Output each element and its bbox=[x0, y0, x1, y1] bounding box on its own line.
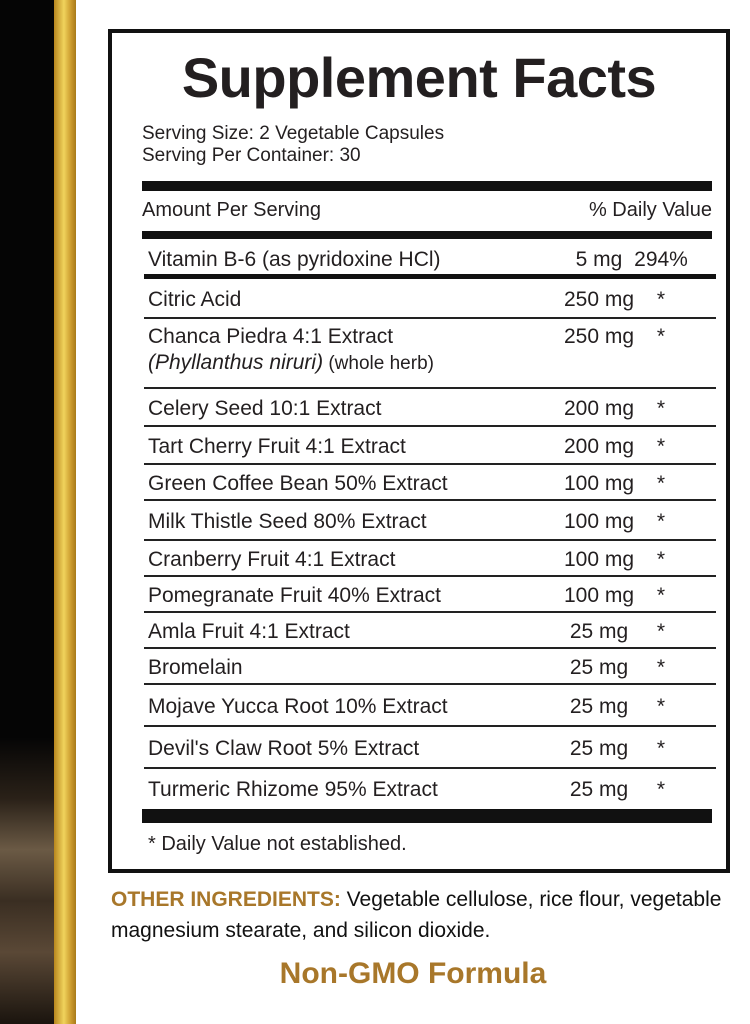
ingredient-amount: 200 mg bbox=[563, 435, 635, 458]
ingredient-row: Turmeric Rhizome 95% Extract 25 mg * bbox=[144, 769, 716, 809]
ingredient-row: Pomegranate Fruit 40% Extract 100 mg * bbox=[144, 577, 716, 613]
ingredient-amount: 100 mg bbox=[563, 584, 635, 607]
ingredient-amount: 100 mg bbox=[563, 472, 635, 495]
ingredient-row: Devil's Claw Root 5% Extract 25 mg * bbox=[144, 727, 716, 769]
panel-title: Supplement Facts bbox=[181, 46, 657, 109]
serving-size: Serving Size: 2 Vegetable Capsules bbox=[142, 123, 445, 144]
ingredient-row: Vitamin B-6 (as pyridoxine HCl) 5 mg 294% bbox=[144, 239, 716, 279]
thick-divider bbox=[142, 181, 712, 191]
ingredient-daily-value: * bbox=[656, 510, 666, 533]
servings-per-container: Serving Per Container: 30 bbox=[142, 145, 361, 166]
amount-per-serving-header: Amount Per Serving bbox=[142, 199, 321, 221]
ingredient-row: Milk Thistle Seed 80% Extract 100 mg * bbox=[144, 501, 716, 541]
ingredient-amount: 25 mg bbox=[569, 778, 629, 801]
other-ingredients: OTHER INGREDIENTS: Vegetable cellulose, … bbox=[111, 884, 750, 946]
ingredient-name: Devil's Claw Root 5% Extract bbox=[148, 737, 420, 760]
ingredient-daily-value: * bbox=[656, 397, 666, 420]
background-black-strip bbox=[0, 0, 54, 1024]
ingredient-row: Mojave Yucca Root 10% Extract 25 mg * bbox=[144, 685, 716, 727]
thick-divider bbox=[142, 809, 712, 823]
ingredient-name: Chanca Piedra 4:1 Extract bbox=[148, 325, 394, 348]
ingredient-row: Chanca Piedra 4:1 Extract 250 mg * (Phyllan… bbox=[144, 319, 716, 389]
ingredient-daily-value: * bbox=[656, 695, 666, 718]
thick-divider bbox=[142, 231, 712, 239]
ingredient-row: Amla Fruit 4:1 Extract 25 mg * bbox=[144, 613, 716, 649]
ingredient-row: Citric Acid 250 mg * bbox=[144, 279, 716, 319]
ingredient-row: Bromelain 25 mg * bbox=[144, 649, 716, 685]
ingredient-name: Pomegranate Fruit 40% Extract bbox=[148, 584, 441, 607]
ingredient-name: Celery Seed 10:1 Extract bbox=[148, 397, 382, 420]
ingredient-amount: 25 mg bbox=[569, 620, 629, 643]
ingredient-source: (Phyllanthus niruri) (whole herb) bbox=[148, 351, 434, 375]
ingredient-daily-value: * bbox=[656, 737, 666, 760]
ingredient-daily-value: * bbox=[656, 778, 666, 801]
ingredient-amount: 250 mg bbox=[563, 288, 635, 311]
non-gmo-badge: Non-GMO Formula bbox=[279, 957, 547, 990]
supplement-facts-panel: Supplement Facts Serving Size: 2 Vegetab… bbox=[108, 29, 730, 873]
ingredient-daily-value: * bbox=[656, 435, 666, 458]
ingredient-name: Mojave Yucca Root 10% Extract bbox=[148, 695, 448, 718]
ingredient-amount: 100 mg bbox=[563, 548, 635, 571]
ingredient-row: Green Coffee Bean 50% Extract 100 mg * bbox=[144, 465, 716, 501]
gold-stripe bbox=[54, 0, 76, 1024]
ingredient-name: Bromelain bbox=[148, 656, 243, 679]
ingredient-name: Tart Cherry Fruit 4:1 Extract bbox=[148, 435, 406, 458]
ingredient-daily-value: * bbox=[656, 656, 666, 679]
ingredient-row: Tart Cherry Fruit 4:1 Extract 200 mg * bbox=[144, 427, 716, 465]
ingredient-amount: 25 mg bbox=[569, 656, 629, 679]
ingredient-amount: 25 mg bbox=[569, 737, 629, 760]
ingredient-name: Citric Acid bbox=[148, 288, 242, 311]
ingredient-amount: 200 mg bbox=[563, 397, 635, 420]
ingredient-daily-value: * bbox=[656, 620, 666, 643]
ingredient-daily-value: * bbox=[656, 584, 666, 607]
ingredient-row: Cranberry Fruit 4:1 Extract 100 mg * bbox=[144, 541, 716, 577]
plant-part: (whole herb) bbox=[323, 353, 434, 374]
ingredient-row: Celery Seed 10:1 Extract 200 mg * bbox=[144, 389, 716, 427]
ingredient-name: Amla Fruit 4:1 Extract bbox=[148, 620, 350, 643]
ingredient-daily-value: * bbox=[656, 548, 666, 571]
ingredient-name: Green Coffee Bean 50% Extract bbox=[148, 472, 448, 495]
daily-value-header: % Daily Value bbox=[588, 199, 712, 221]
ingredient-daily-value: * bbox=[656, 472, 666, 495]
other-ingredients-text: Vegetable cellulose, rice flour, vegetab… bbox=[111, 888, 722, 942]
footnote: * Daily Value not established. bbox=[148, 833, 407, 855]
ingredient-amount: 5 mg bbox=[575, 248, 623, 271]
ingredient-amount: 25 mg bbox=[569, 695, 629, 718]
ingredient-name: Cranberry Fruit 4:1 Extract bbox=[148, 548, 396, 571]
ingredient-name: Milk Thistle Seed 80% Extract bbox=[148, 510, 427, 533]
ingredient-amount: 100 mg bbox=[563, 510, 635, 533]
ingredient-amount: 250 mg bbox=[563, 325, 635, 348]
ingredient-daily-value: * bbox=[656, 288, 666, 311]
ingredient-name: Turmeric Rhizome 95% Extract bbox=[148, 778, 438, 801]
other-ingredients-label: OTHER INGREDIENTS: bbox=[111, 888, 341, 911]
botanical-name: (Phyllanthus niruri) bbox=[148, 351, 324, 374]
ingredient-daily-value: 294% bbox=[634, 248, 688, 271]
ingredient-name: Vitamin B-6 (as pyridoxine HCl) bbox=[148, 248, 441, 271]
ingredient-daily-value: * bbox=[656, 325, 666, 348]
